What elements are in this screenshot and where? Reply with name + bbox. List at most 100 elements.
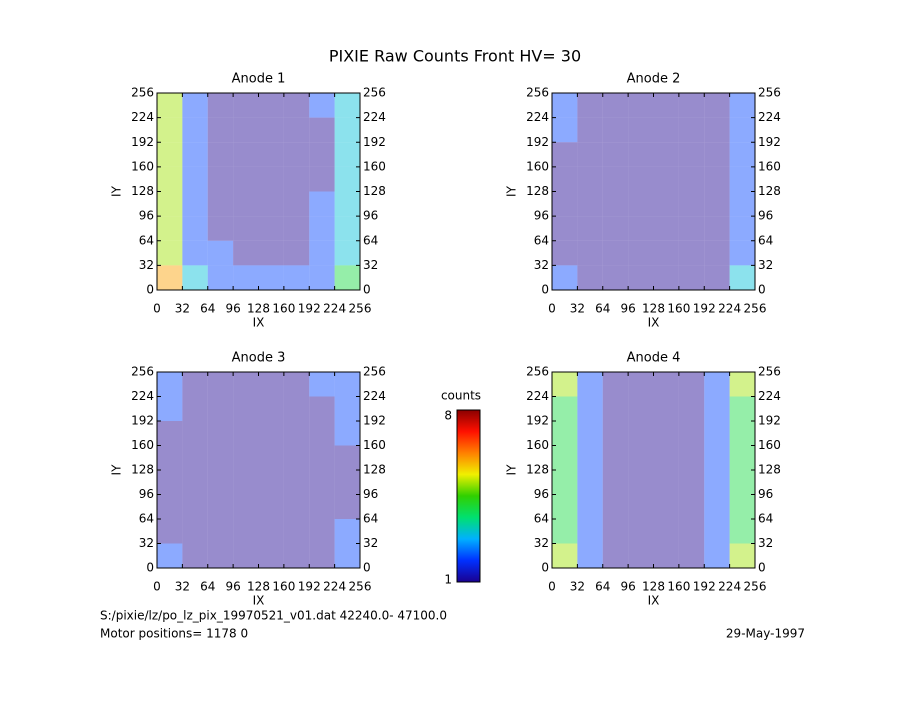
x-tick-label: 256 bbox=[349, 302, 372, 316]
heat-cell bbox=[182, 543, 208, 568]
y-tick-label: 64 bbox=[534, 512, 549, 526]
heat-cell bbox=[628, 494, 654, 519]
x-tick-label: 256 bbox=[349, 580, 372, 594]
heat-cell bbox=[157, 470, 183, 495]
heat-cell bbox=[334, 543, 360, 568]
heat-cell bbox=[552, 117, 578, 143]
y-tick-label: 0 bbox=[146, 561, 154, 575]
heat-cell bbox=[207, 191, 234, 217]
y2-tick-label: 224 bbox=[758, 389, 781, 403]
heat-cell bbox=[628, 142, 654, 167]
heat-cell bbox=[678, 191, 705, 217]
heat-cell bbox=[577, 166, 603, 192]
colorbar-tick-label: 1 bbox=[444, 573, 452, 587]
heat-cell bbox=[207, 142, 234, 167]
heat-cell bbox=[283, 240, 310, 266]
heat-cell bbox=[334, 166, 360, 192]
y-tick-label: 96 bbox=[534, 487, 549, 501]
heat-cell bbox=[729, 445, 755, 470]
heat-cell bbox=[334, 191, 360, 217]
y2-tick-label: 64 bbox=[758, 512, 773, 526]
heat-cell bbox=[207, 216, 234, 241]
heat-cell bbox=[334, 470, 360, 495]
y2-tick-label: 0 bbox=[758, 283, 766, 297]
heat-cell bbox=[334, 265, 360, 290]
heat-cell bbox=[729, 191, 755, 217]
heat-cell bbox=[602, 216, 629, 241]
figure-title: PIXIE Raw Counts Front HV= 30 bbox=[329, 47, 581, 66]
heat-cell bbox=[653, 470, 679, 495]
heat-cell bbox=[182, 519, 208, 544]
heat-cell bbox=[309, 396, 335, 421]
heat-cell bbox=[678, 93, 705, 118]
heat-cell bbox=[704, 445, 730, 470]
x-tick-label: 96 bbox=[225, 580, 240, 594]
heat-cell bbox=[602, 117, 629, 143]
heat-cell bbox=[283, 470, 310, 495]
heat-cell bbox=[552, 265, 578, 290]
heat-cell bbox=[729, 93, 755, 118]
heat-cell bbox=[729, 216, 755, 241]
heat-cell bbox=[577, 93, 603, 118]
heat-cell bbox=[182, 265, 208, 290]
y2-tick-label: 160 bbox=[363, 159, 386, 173]
y2-tick-label: 96 bbox=[363, 487, 378, 501]
heat-cell bbox=[283, 494, 310, 519]
heat-cell bbox=[182, 166, 208, 192]
heat-cell bbox=[602, 396, 629, 421]
heat-cell bbox=[258, 265, 284, 290]
colorbar-label: counts bbox=[441, 389, 481, 403]
heat-cell bbox=[334, 372, 360, 397]
heat-cell bbox=[207, 396, 234, 421]
heat-cell bbox=[182, 142, 208, 167]
heat-cell bbox=[258, 372, 284, 397]
heat-cell bbox=[309, 117, 335, 143]
heat-cell bbox=[233, 543, 259, 568]
heat-cell bbox=[678, 470, 705, 495]
heat-cell bbox=[283, 117, 310, 143]
heat-cell bbox=[704, 372, 730, 397]
y2-tick-label: 128 bbox=[363, 463, 386, 477]
heat-cell bbox=[157, 191, 183, 217]
y2-tick-label: 128 bbox=[363, 184, 386, 198]
y-tick-label: 32 bbox=[139, 536, 154, 550]
x-tick-label: 0 bbox=[153, 580, 161, 594]
y2-tick-label: 160 bbox=[758, 159, 781, 173]
heat-cell bbox=[207, 117, 234, 143]
heat-cell bbox=[207, 93, 234, 118]
heat-cell bbox=[729, 117, 755, 143]
heat-cell bbox=[653, 519, 679, 544]
heat-cell bbox=[258, 494, 284, 519]
heat-cell bbox=[233, 142, 259, 167]
heat-cell bbox=[628, 396, 654, 421]
heat-cell bbox=[258, 519, 284, 544]
heat-cell bbox=[577, 372, 603, 397]
heat-cell bbox=[157, 543, 183, 568]
x-tick-label: 32 bbox=[175, 580, 190, 594]
x-tick-label: 160 bbox=[667, 580, 690, 594]
heat-cell bbox=[552, 543, 578, 568]
heat-cell bbox=[334, 117, 360, 143]
heat-cell bbox=[233, 93, 259, 118]
heat-cell bbox=[552, 142, 578, 167]
y-tick-label: 224 bbox=[131, 389, 154, 403]
heat-cell bbox=[258, 543, 284, 568]
y2-tick-label: 32 bbox=[758, 536, 773, 550]
heat-cell bbox=[628, 191, 654, 217]
y2-tick-label: 0 bbox=[363, 283, 371, 297]
heat-cell bbox=[552, 421, 578, 446]
heat-cell bbox=[334, 396, 360, 421]
heat-cell bbox=[207, 543, 234, 568]
heat-cell bbox=[653, 93, 679, 118]
heat-cell bbox=[729, 396, 755, 421]
y-tick-label: 128 bbox=[526, 463, 549, 477]
heat-cell bbox=[233, 494, 259, 519]
y-tick-label: 32 bbox=[534, 258, 549, 272]
y2-tick-label: 160 bbox=[363, 438, 386, 452]
heat-cell bbox=[157, 519, 183, 544]
x-axis-label: IX bbox=[253, 594, 265, 608]
heat-cell bbox=[704, 240, 730, 266]
y-tick-label: 224 bbox=[526, 389, 549, 403]
heat-cell bbox=[729, 372, 755, 397]
heat-cell bbox=[233, 372, 259, 397]
